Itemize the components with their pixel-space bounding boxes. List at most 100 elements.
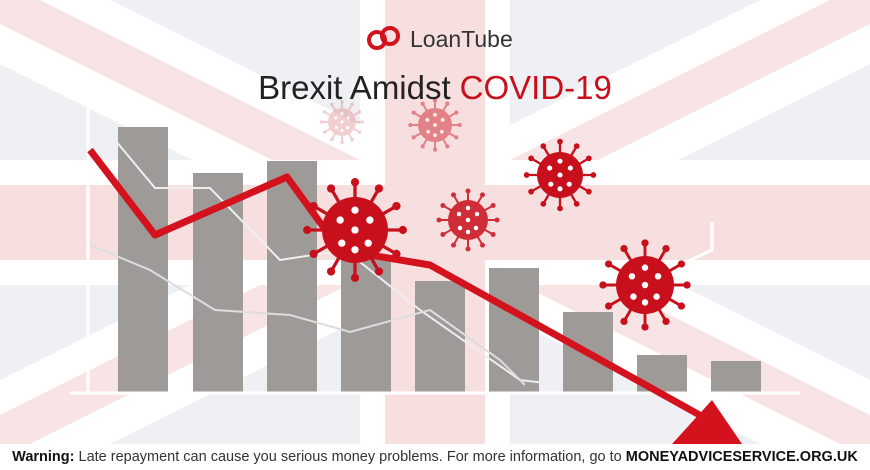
virus-tip (454, 135, 459, 140)
virus-spike (341, 103, 354, 123)
virus-tip (411, 110, 416, 115)
virus-tip (480, 242, 485, 248)
virus-tip (436, 217, 442, 223)
virus-dot (456, 211, 462, 217)
virus-dot (566, 181, 572, 187)
viruses (303, 98, 691, 331)
virus-tip (326, 267, 336, 276)
virus-dot (465, 229, 471, 235)
virus-tip (392, 249, 401, 259)
virus-tip (392, 201, 401, 211)
virus-dot (364, 239, 372, 247)
virus-tip (490, 232, 496, 237)
virus-tip (309, 201, 318, 211)
virus-tip (445, 101, 450, 106)
virus-spike (341, 121, 361, 134)
virus-dot (340, 128, 344, 132)
virus-dot (457, 225, 463, 231)
virus-tip (432, 147, 438, 152)
virus-tip (604, 260, 613, 268)
bar (267, 161, 317, 393)
virus-tip (454, 110, 459, 115)
virus-tip (662, 244, 670, 253)
virus-tip (490, 203, 496, 208)
virus-tip (662, 317, 670, 326)
virus-dot (547, 165, 553, 171)
virus-tip (440, 203, 446, 208)
virus-tip (374, 267, 384, 276)
bar (341, 255, 391, 393)
virus (303, 178, 407, 282)
virus-dot (334, 116, 338, 120)
virus-tip (420, 144, 425, 149)
virus-tip (309, 249, 318, 259)
virus-dot (630, 293, 637, 300)
virus-tip (641, 239, 649, 247)
virus-dot (433, 123, 437, 127)
virus-body (418, 108, 452, 142)
title-part: Brexit Amidst (258, 69, 451, 106)
virus-spike (434, 124, 457, 139)
virus-tip (677, 260, 686, 268)
virus-spike (330, 103, 343, 123)
virus-tip (557, 138, 563, 145)
virus (408, 98, 462, 152)
virus-spike (341, 121, 354, 141)
virus-tip (523, 172, 530, 178)
warning-bar: Warning: Late repayment can cause you se… (0, 444, 870, 470)
virus-tip (350, 137, 354, 142)
virus-tip (357, 110, 362, 114)
virus (523, 138, 597, 212)
arrow-head (672, 400, 742, 444)
virus-tip (408, 122, 413, 128)
virus-dot (557, 186, 563, 192)
virus-dot (465, 205, 471, 211)
virus-spike (323, 121, 343, 134)
virus-spike (434, 124, 449, 147)
virus-tip (326, 184, 336, 193)
title-part: COVID-19 (460, 69, 612, 106)
virus-tip (451, 192, 456, 198)
logo-text: LoanTube (410, 26, 513, 52)
virus-spike (413, 124, 436, 139)
virus-dot (340, 112, 344, 116)
virus-tip (350, 178, 360, 187)
virus-dot (641, 299, 649, 306)
virus-dot (433, 112, 437, 117)
virus-spike (434, 111, 457, 126)
virus-tip (573, 201, 580, 207)
virus-dot (334, 126, 338, 130)
virus-tip (540, 201, 547, 207)
virus-tip (620, 317, 628, 326)
virus-dot (351, 226, 359, 234)
warning-link[interactable]: MONEYADVICESERVICE.ORG.UK (625, 449, 858, 465)
virus-tip (360, 120, 365, 124)
virus-tip (357, 130, 362, 134)
virus-dot (474, 211, 480, 217)
virus-tip (330, 137, 334, 142)
virus (436, 188, 500, 252)
red-arrow (87, 147, 707, 422)
virus-dot (628, 273, 636, 280)
virus-dot (653, 293, 660, 300)
virus-dot (548, 181, 554, 187)
virus-tip (350, 102, 354, 107)
bar (489, 268, 539, 393)
virus-tip (677, 302, 686, 310)
virus-tip (398, 225, 407, 235)
virus-tip (465, 188, 471, 194)
virus-tip (303, 225, 312, 235)
virus-spike (341, 110, 361, 123)
virus-spike (421, 103, 436, 126)
virus-dot (338, 239, 346, 247)
virus-tip (319, 120, 324, 124)
virus-dot (426, 129, 431, 134)
virus-dot (641, 281, 649, 289)
virus-tip (340, 140, 344, 145)
virus-tip (586, 188, 592, 195)
virus-tip (322, 110, 327, 114)
virus-dot (346, 116, 350, 120)
virus-dot (557, 158, 563, 164)
virus-tip (620, 244, 628, 253)
virus-spike (330, 121, 343, 141)
